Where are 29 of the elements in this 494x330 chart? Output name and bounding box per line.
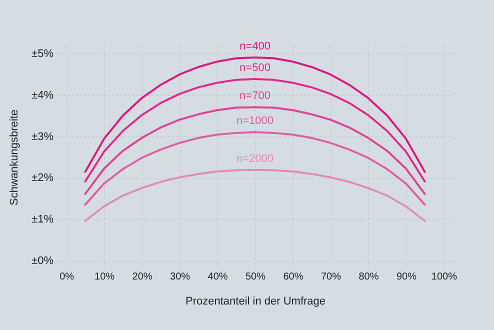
x-tick-label: 20%	[132, 272, 152, 282]
y-tick-label: ±4%	[32, 89, 54, 102]
x-tick-label: 90%	[396, 272, 417, 282]
series-label: n=700	[240, 90, 270, 102]
x-tick-label: 30%	[170, 272, 190, 282]
y-tick-label: ±5%	[32, 48, 54, 60]
y-tick-label: ±3%	[32, 130, 54, 143]
y-tick-label: ±0%	[32, 255, 54, 268]
x-tick-label: 60%	[283, 272, 304, 282]
y-tick-label: ±1%	[32, 214, 54, 226]
line-series	[84, 78, 426, 182]
line-series	[84, 56, 426, 173]
series-label: n=1000	[236, 115, 274, 128]
x-tick-label: 50%	[245, 272, 266, 282]
x-axis-title: Prozentanteil in der Umfrage	[185, 296, 326, 308]
x-tick-label: 100%	[431, 272, 458, 282]
y-tick-label: ±2%	[32, 172, 54, 184]
series-label: n=500	[240, 62, 270, 74]
x-tick-label: 40%	[208, 272, 228, 282]
line-series	[84, 131, 426, 206]
series-label: n=400	[240, 40, 270, 52]
x-tick-label: 80%	[358, 272, 379, 282]
line-series	[84, 168, 426, 222]
x-tick-label: 0%	[60, 272, 74, 282]
x-tick-label: 10%	[94, 272, 115, 282]
y-axis-title: Schwankungsbreite	[8, 109, 21, 206]
x-tick-label: 70%	[320, 272, 342, 282]
line-series	[84, 106, 426, 195]
series-label: n=2000	[236, 152, 274, 165]
